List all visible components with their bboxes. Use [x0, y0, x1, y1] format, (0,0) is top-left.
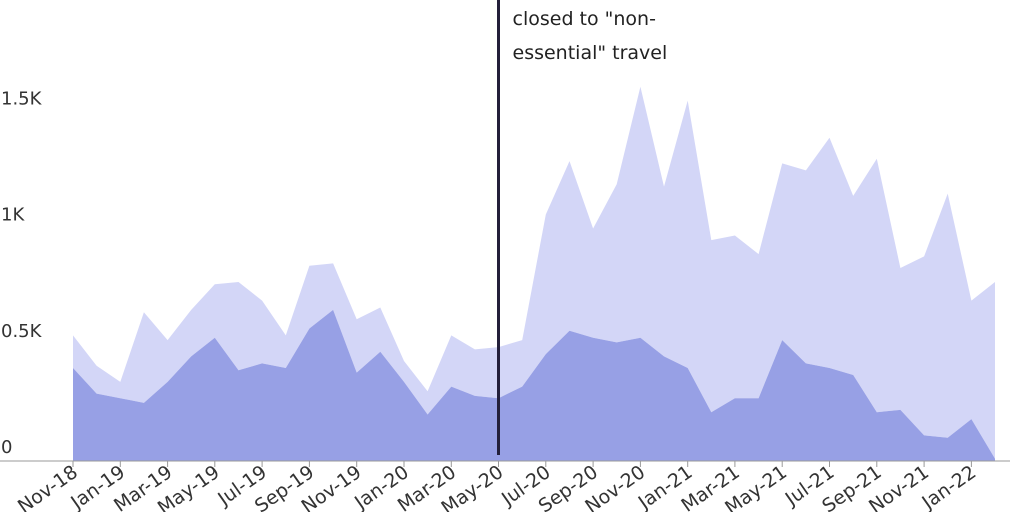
area-series-group	[73, 86, 995, 461]
area-series-2	[73, 86, 995, 459]
y-tick-label: 0.5K	[1, 321, 43, 342]
y-tick-label: 1.5K	[1, 88, 43, 109]
x-axis: Nov-18Jan-19Mar-19May-19Jul-19Sep-19Nov-…	[14, 461, 980, 512]
area-series-1	[73, 309, 995, 461]
annotation-text: essential" travel	[513, 42, 668, 64]
x-tick-label: Jan-22	[917, 461, 980, 512]
y-tick-label: 1K	[1, 205, 25, 226]
y-tick-label: 0	[1, 437, 12, 458]
y-axis: 0 0.5K 1K 1.5K	[1, 88, 43, 458]
annotation-text: closed to "non-	[513, 8, 656, 30]
annotation-group: closed to "non-essential" travel	[497, 0, 668, 455]
x-tick-label: Nov-18	[14, 461, 82, 512]
